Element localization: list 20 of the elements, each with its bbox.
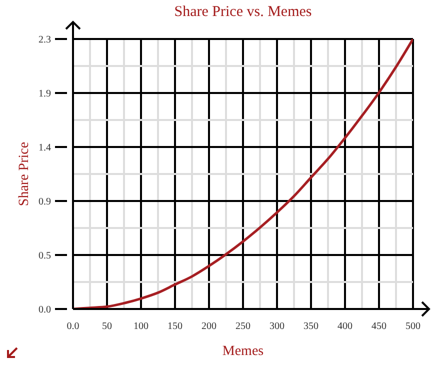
y-tick-label: 0.9 — [38, 196, 51, 208]
y-tick-label: 2.3 — [38, 34, 51, 46]
x-tick-label: 50 — [102, 321, 112, 332]
y-tick-label: 0.5 — [38, 250, 51, 262]
y-tick-label: 1.9 — [38, 88, 51, 100]
x-tick-label: 400 — [338, 321, 352, 332]
x-axis-title: Memes — [221, 344, 265, 360]
x-tick-label: 150 — [168, 321, 182, 332]
x-tick-label: 450 — [372, 321, 386, 332]
x-tick-label: 350 — [304, 321, 318, 332]
y-tick-label: 1.4 — [38, 142, 51, 154]
x-tick-label: 500 — [406, 321, 420, 332]
x-tick-label: 300 — [270, 321, 284, 332]
x-tick-label: 0.0 — [66, 321, 80, 332]
x-tick-label: 200 — [202, 321, 216, 332]
x-tick-label: 100 — [134, 321, 148, 332]
y-axis-title: Share Price — [17, 142, 33, 206]
y-tick-label: 0.0 — [38, 304, 51, 316]
x-tick-label: 250 — [236, 321, 250, 332]
chart-title: Share Price vs. Memes — [173, 4, 313, 21]
